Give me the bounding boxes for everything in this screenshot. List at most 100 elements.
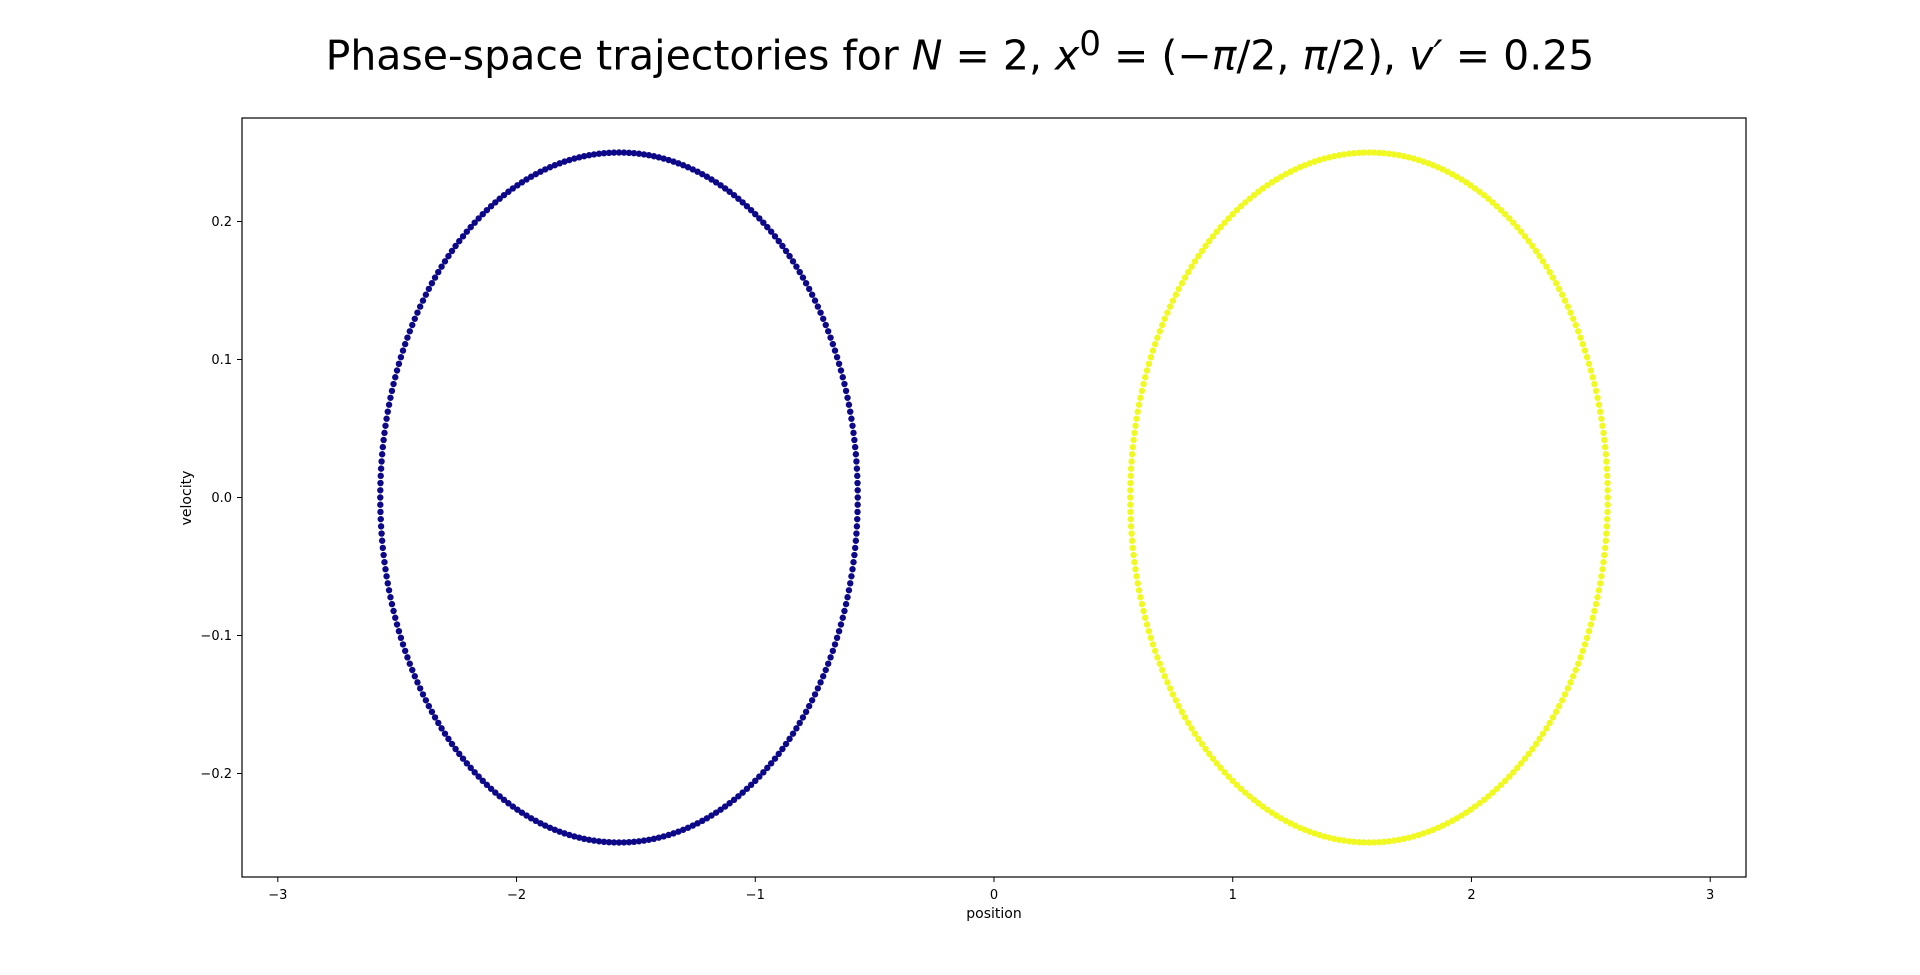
data-point <box>1154 654 1161 661</box>
data-point <box>1140 380 1147 388</box>
series-2 <box>1127 149 1611 846</box>
data-point <box>847 580 854 587</box>
data-point <box>853 530 860 537</box>
data-point <box>1589 614 1596 621</box>
data-point <box>1395 836 1403 843</box>
data-point <box>500 191 508 199</box>
data-point <box>1316 156 1323 164</box>
data-point <box>635 150 643 157</box>
data-point <box>844 594 851 601</box>
data-point <box>1555 702 1563 710</box>
data-point <box>1132 422 1139 429</box>
data-point <box>1127 494 1134 501</box>
data-point <box>1583 634 1591 642</box>
data-point <box>850 558 857 566</box>
title-v-eq: = 0.25 <box>1442 31 1595 80</box>
data-point <box>390 607 397 615</box>
data-point <box>1572 321 1579 329</box>
data-point <box>793 263 800 270</box>
data-point <box>779 745 786 753</box>
data-point <box>1185 268 1192 276</box>
data-point <box>1564 303 1572 310</box>
data-point <box>1458 812 1465 819</box>
data-point <box>1296 164 1304 171</box>
data-point <box>1572 666 1579 674</box>
data-point <box>640 151 648 158</box>
data-point <box>802 280 810 287</box>
data-point <box>580 835 588 842</box>
data-point <box>854 479 861 487</box>
data-point <box>1592 387 1600 395</box>
data-point <box>397 634 405 642</box>
data-point <box>735 793 742 800</box>
data-point <box>747 781 755 789</box>
data-point <box>1604 515 1611 523</box>
data-point <box>1127 465 1135 472</box>
data-point <box>1287 168 1294 175</box>
data-point <box>1246 793 1253 800</box>
data-point <box>822 321 829 329</box>
data-point <box>1143 621 1151 628</box>
data-point <box>712 179 720 186</box>
data-point <box>615 839 623 846</box>
data-point <box>1415 831 1422 839</box>
data-point <box>1493 785 1501 792</box>
data-point <box>1311 158 1318 165</box>
data-point <box>496 195 503 202</box>
data-point <box>505 800 512 807</box>
data-point <box>585 152 593 159</box>
data-point <box>827 654 834 661</box>
data-point <box>1415 156 1422 164</box>
data-point <box>1268 179 1276 186</box>
data-point <box>1458 176 1465 183</box>
data-point <box>1485 195 1492 202</box>
data-point <box>1549 274 1557 281</box>
data-point <box>610 149 618 156</box>
data-point <box>1149 347 1157 354</box>
data-point <box>739 789 746 796</box>
data-point <box>1142 374 1149 381</box>
data-point <box>842 387 850 395</box>
data-point <box>645 152 653 159</box>
data-point <box>1601 436 1608 444</box>
title-prefix: Phase-space trajectories for <box>325 31 912 80</box>
data-point <box>708 812 715 819</box>
data-point <box>1169 297 1177 304</box>
data-point <box>483 206 491 214</box>
data-point <box>684 824 692 831</box>
data-point <box>1587 621 1595 628</box>
data-point <box>1273 176 1280 183</box>
data-point <box>1213 760 1221 767</box>
data-point <box>808 291 816 298</box>
data-point <box>1525 750 1532 758</box>
data-point <box>615 149 623 156</box>
data-point <box>1132 566 1139 573</box>
data-point <box>760 219 767 226</box>
data-point <box>1370 149 1378 156</box>
data-point <box>399 641 407 648</box>
data-point <box>1594 394 1601 401</box>
data-point <box>625 839 633 846</box>
data-point <box>1129 544 1137 552</box>
data-point <box>445 735 452 743</box>
data-point <box>404 334 411 341</box>
data-point <box>1159 666 1166 674</box>
data-point <box>726 800 733 807</box>
data-point <box>730 191 738 199</box>
title-x-var: x <box>1055 31 1080 80</box>
data-point <box>799 274 807 281</box>
data-point <box>571 833 578 840</box>
data-point <box>1489 199 1496 206</box>
data-point <box>1598 415 1605 422</box>
data-point <box>448 247 456 255</box>
data-point <box>537 168 544 175</box>
title-v-var: v′ <box>1409 31 1443 80</box>
data-point <box>1543 263 1550 270</box>
data-point <box>680 826 687 833</box>
data-point <box>1558 697 1566 704</box>
title-pi-b: π <box>1302 31 1328 80</box>
data-point <box>1301 826 1309 833</box>
data-point <box>492 789 499 796</box>
data-point <box>1188 263 1195 270</box>
